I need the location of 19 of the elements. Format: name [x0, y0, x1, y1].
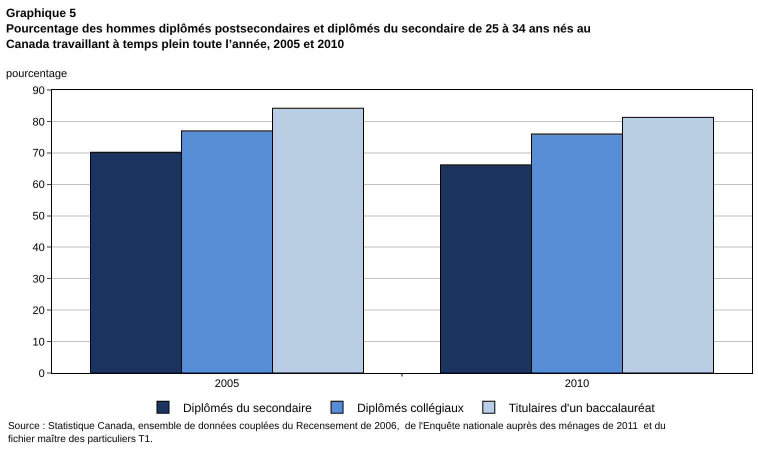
y-tick-label: 70 [32, 148, 45, 160]
y-tick-label: 50 [32, 210, 45, 223]
y-axis-title: pourcentage [6, 68, 68, 80]
y-tick-label: 30 [32, 274, 45, 286]
x-tick-label: 2005 [214, 378, 240, 390]
chart-subtitle: Pourcentage des hommes diplômés postsecondaires et diplômés du secondaire de 25 à 34 ans nés au Canada travaillant à temps plein toute l’année, 2005 et 2010 [6, 22, 591, 52]
y-tick-label: 10 [32, 336, 45, 348]
y-tick-label: 80 [32, 116, 45, 128]
legend-label: Diplômés collégiaux [357, 400, 464, 415]
y-tick-label: 0 [38, 368, 45, 380]
legend-label: Titulaires d'un baccalauréat [508, 400, 656, 415]
y-tick-label: 20 [32, 304, 45, 317]
legend-label: Diplômés du secondaire [183, 400, 312, 415]
x-tick-label: 2010 [564, 378, 590, 390]
chart-title: Graphique 5 [6, 6, 76, 20]
y-tick-label: 90 [32, 84, 45, 97]
y-tick-label: 60 [32, 179, 45, 192]
y-tick-label: 40 [32, 242, 45, 254]
source-note: Source : Statistique Canada, ensemble de données couplées du Recensement de 2006, de l'Enquête nationale auprès des ménages de 2011 et du fichier maître des particuliers T1. [8, 421, 666, 445]
